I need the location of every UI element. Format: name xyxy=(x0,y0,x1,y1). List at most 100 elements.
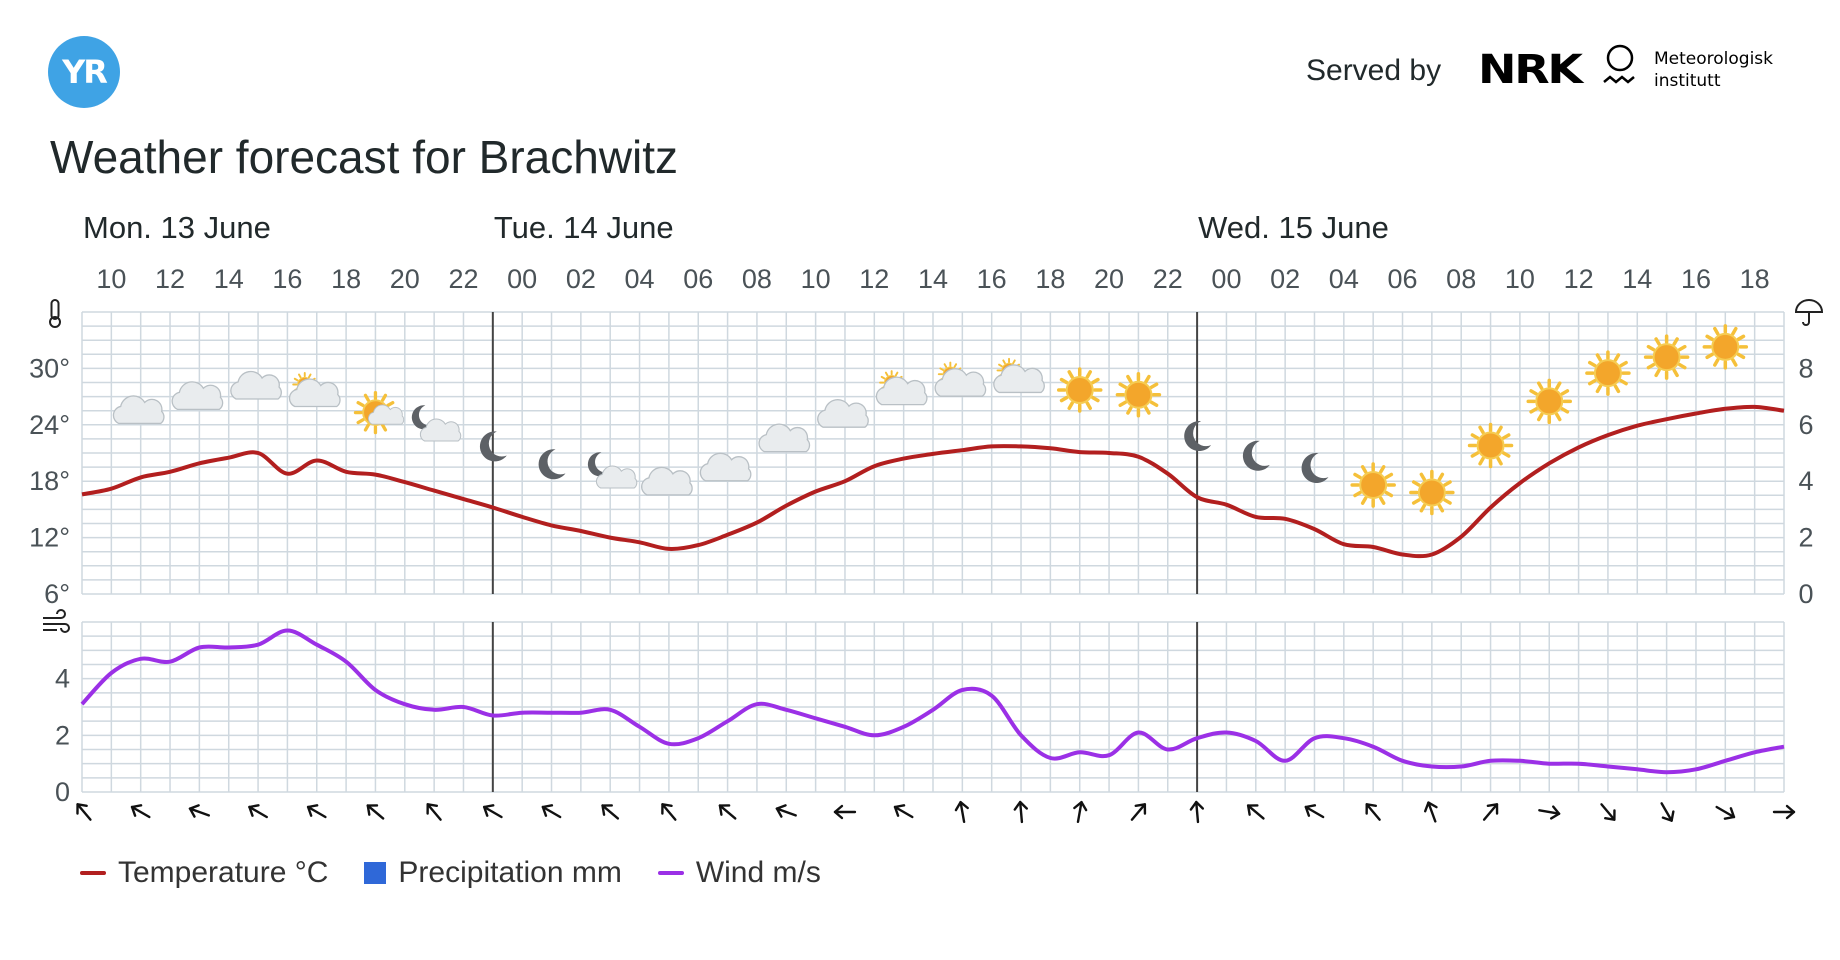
wind-arrow-icon xyxy=(1365,803,1381,821)
partly-cloudy-icon xyxy=(875,370,928,406)
page-title: Weather forecast for Brachwitz xyxy=(50,131,679,183)
wind-arrow-icon xyxy=(1482,803,1499,821)
clear-sun-icon xyxy=(1585,350,1631,396)
yr-logo[interactable]: YR xyxy=(48,36,120,108)
wind-arrow-icon xyxy=(1660,802,1675,822)
wind-line xyxy=(80,628,1785,775)
partly-cloudy-sun-icon xyxy=(353,391,405,435)
legend-item-wind[interactable]: Wind m/s xyxy=(657,856,821,890)
hour-label: 16 xyxy=(272,264,302,294)
wind-tick-label: 0 xyxy=(55,777,70,807)
wind-arrow-icon xyxy=(248,804,268,819)
cloudy-icon xyxy=(230,370,282,400)
thermometer-icon xyxy=(49,299,61,328)
hour-label: 06 xyxy=(683,264,713,294)
wind-arrow-icon xyxy=(1423,801,1438,823)
night-icon xyxy=(1242,440,1270,471)
precip-tick-label: 2 xyxy=(1798,523,1813,553)
hour-label: 08 xyxy=(742,264,772,294)
wind-arrow-icon xyxy=(1130,803,1147,821)
clear-sun-icon xyxy=(1056,367,1103,413)
met-line-1: Meteorologisk xyxy=(1654,49,1774,69)
legend-label-temperature: Temperature °C xyxy=(118,856,329,889)
wind-arrow-icon xyxy=(1189,800,1205,824)
wind-arrow-icon xyxy=(661,803,677,821)
met-line-2: institutt xyxy=(1654,71,1721,91)
temperature-line xyxy=(81,404,1785,559)
night-icon xyxy=(479,431,507,462)
wind-tick-label: 2 xyxy=(55,720,70,750)
hour-label: 04 xyxy=(625,264,655,294)
night-icon xyxy=(538,449,566,480)
temp-tick-label: 24° xyxy=(29,410,70,440)
hour-label: 12 xyxy=(1564,264,1594,294)
day-label: Mon. 13 June xyxy=(83,210,271,245)
legend-item-temperature[interactable]: Temperature °C xyxy=(80,856,328,890)
wind-arrow-icon xyxy=(1538,805,1561,820)
night-icon xyxy=(1184,421,1212,452)
wind-arrow-icon xyxy=(1073,800,1088,824)
cloudy-icon xyxy=(112,395,165,425)
temp-tick-label: 30° xyxy=(29,353,70,383)
hour-label: 06 xyxy=(1387,264,1417,294)
served-by-label: Served by xyxy=(1306,54,1442,87)
clear-sun-icon xyxy=(1643,334,1690,380)
cloudy-icon xyxy=(817,399,869,428)
hour-label: 20 xyxy=(390,264,420,294)
legend-swatch-precipitation xyxy=(364,862,387,884)
day-label: Wed. 15 June xyxy=(1198,210,1389,245)
hour-label: 10 xyxy=(96,264,126,294)
wind-arrow-icon xyxy=(833,804,857,820)
day-label: Tue. 14 June xyxy=(494,210,674,245)
wind-arrow-icon xyxy=(366,804,385,820)
legend-item-precipitation[interactable]: Precipitation mm xyxy=(364,856,622,890)
partly-cloudy-night-icon xyxy=(587,452,638,489)
partly-cloudy-icon xyxy=(993,357,1045,394)
precip-tick-label: 4 xyxy=(1798,466,1813,496)
hour-label: 08 xyxy=(1446,264,1476,294)
met-institute-logo[interactable]: Meteorologisk institutt xyxy=(1654,48,1773,92)
hour-label: 14 xyxy=(918,264,948,294)
wind-arrow-icon xyxy=(1600,803,1616,821)
forecast-chart: Mon. 13 June Tue. 14 June Wed. 15 June 10 12… xyxy=(29,210,1824,824)
wind-arrow-icon xyxy=(601,804,620,820)
partly-cloudy-icon xyxy=(288,372,341,408)
wind-arrow-icon xyxy=(482,804,503,819)
chart-legend: Temperature °C Precipitation mm Wind m/s xyxy=(80,856,821,890)
clear-sun-icon xyxy=(1115,372,1162,418)
wind-arrow-icon xyxy=(1013,800,1028,824)
hour-label: 18 xyxy=(331,264,361,294)
hour-label: 14 xyxy=(1622,264,1652,294)
wind-arrow-icon xyxy=(1715,805,1736,820)
hour-label: 10 xyxy=(1505,264,1535,294)
wind-arrow-icon xyxy=(426,803,442,821)
wind-arrow-icon xyxy=(1772,804,1796,820)
wind-arrow-icon xyxy=(718,804,737,820)
hour-label: 20 xyxy=(1094,264,1124,294)
met-institute-icon xyxy=(1603,44,1635,84)
cloudy-icon xyxy=(758,423,811,453)
cloudy-icon xyxy=(699,452,752,482)
chart-grid xyxy=(81,311,1785,793)
hour-label: 00 xyxy=(507,264,537,294)
wind-arrow-icon xyxy=(1304,804,1325,819)
precip-tick-label: 0 xyxy=(1798,579,1813,609)
weather-icons xyxy=(112,324,1749,516)
wind-arrow-icon xyxy=(775,804,797,818)
temp-tick-label: 18° xyxy=(29,466,70,496)
hour-label: 14 xyxy=(214,264,244,294)
night-icon xyxy=(1301,453,1329,484)
wind-arrow-icon xyxy=(306,804,327,819)
partly-cloudy-night-icon xyxy=(411,405,462,442)
hour-label: 12 xyxy=(859,264,889,294)
precip-tick-label: 8 xyxy=(1798,353,1813,383)
hour-label: 22 xyxy=(448,264,478,294)
hour-label: 02 xyxy=(566,264,596,294)
hour-label: 16 xyxy=(977,264,1007,294)
nrk-logo[interactable]: NRK xyxy=(1478,47,1583,93)
legend-label-wind: Wind m/s xyxy=(695,856,821,889)
partly-cloudy-icon xyxy=(934,361,987,397)
temp-tick-label: 12° xyxy=(29,523,70,553)
legend-swatch-wind xyxy=(657,871,684,875)
temp-tick-label: 6° xyxy=(44,579,70,609)
